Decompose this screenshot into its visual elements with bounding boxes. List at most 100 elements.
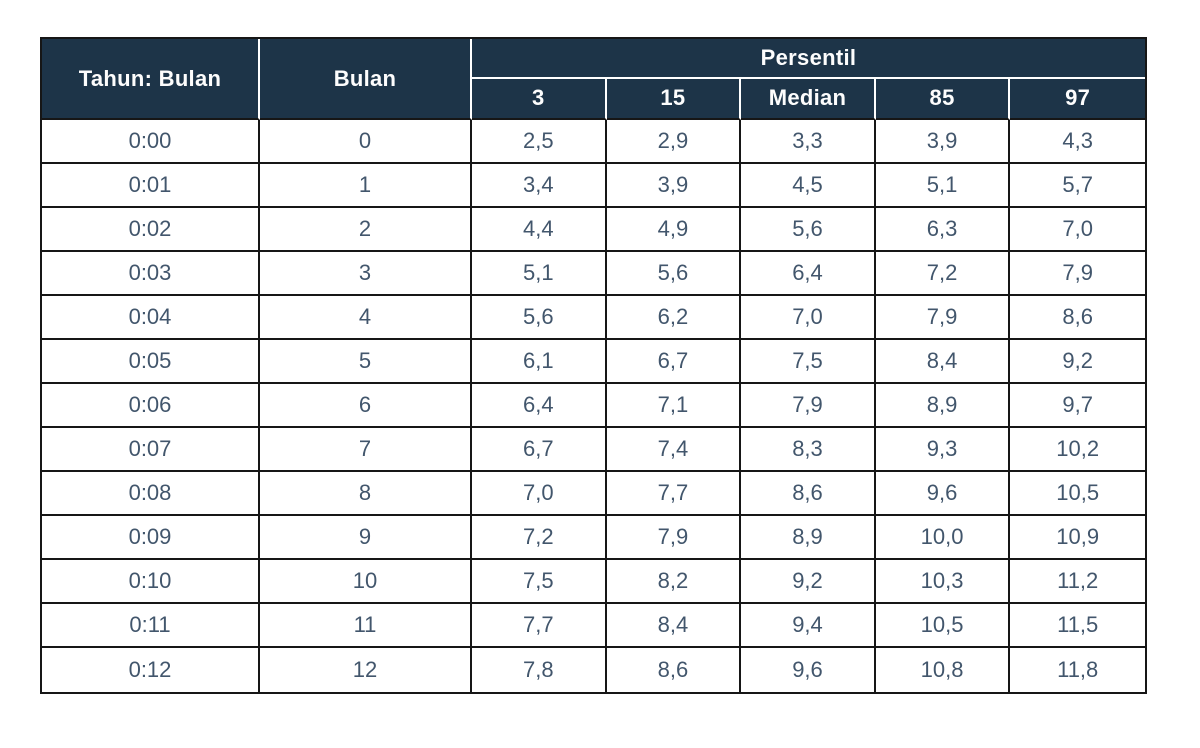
- cell-p3: 7,0: [472, 472, 607, 516]
- cell-p15: 3,9: [606, 164, 742, 208]
- cell-year-month: 0:00: [42, 120, 260, 164]
- cell-month: 11: [260, 604, 472, 648]
- cell-median: 8,9: [741, 516, 876, 560]
- cell-p85: 5,1: [875, 164, 1011, 208]
- cell-median: 8,3: [741, 428, 876, 472]
- cell-p85: 10,8: [875, 648, 1011, 692]
- table-header: Tahun: Bulan Bulan Persentil 3 15 Median…: [42, 39, 1145, 120]
- header-row-percentiles: 3 15 Median 85 97: [42, 78, 1145, 120]
- cell-p97: 8,6: [1010, 296, 1145, 340]
- cell-month: 2: [260, 208, 472, 252]
- cell-p15: 6,7: [606, 340, 742, 384]
- cell-p3: 7,8: [472, 648, 607, 692]
- col-header-year-month: Tahun: Bulan: [42, 39, 260, 120]
- cell-p3: 6,4: [472, 384, 607, 428]
- cell-p97: 9,2: [1010, 340, 1145, 384]
- cell-p97: 7,9: [1010, 252, 1145, 296]
- cell-p97: 11,2: [1010, 560, 1145, 604]
- cell-month: 7: [260, 428, 472, 472]
- table-row: 0:00 0 2,5 2,9 3,3 3,9 4,3: [42, 120, 1145, 164]
- cell-p3: 4,4: [472, 208, 607, 252]
- cell-year-month: 0:04: [42, 296, 260, 340]
- cell-p3: 5,1: [472, 252, 607, 296]
- header-row-top: Tahun: Bulan Bulan Persentil: [42, 39, 1145, 120]
- col-header-p3: 3: [472, 78, 607, 120]
- cell-p85: 6,3: [875, 208, 1011, 252]
- cell-month: 4: [260, 296, 472, 340]
- cell-p85: 7,2: [875, 252, 1011, 296]
- cell-p15: 7,7: [606, 472, 742, 516]
- cell-p85: 8,9: [875, 384, 1011, 428]
- cell-p97: 5,7: [1010, 164, 1145, 208]
- table-row: 0:05 5 6,1 6,7 7,5 8,4 9,2: [42, 340, 1145, 384]
- cell-month: 8: [260, 472, 472, 516]
- cell-p3: 6,7: [472, 428, 607, 472]
- cell-p97: 10,9: [1010, 516, 1145, 560]
- cell-p15: 2,9: [606, 120, 742, 164]
- table-row: 0:07 7 6,7 7,4 8,3 9,3 10,2: [42, 428, 1145, 472]
- table-row: 0:02 2 4,4 4,9 5,6 6,3 7,0: [42, 208, 1145, 252]
- cell-month: 0: [260, 120, 472, 164]
- cell-p15: 8,6: [606, 648, 742, 692]
- cell-median: 6,4: [741, 252, 876, 296]
- cell-year-month: 0:03: [42, 252, 260, 296]
- table-row: 0:01 1 3,4 3,9 4,5 5,1 5,7: [42, 164, 1145, 208]
- table-row: 0:04 4 5,6 6,2 7,0 7,9 8,6: [42, 296, 1145, 340]
- cell-p15: 7,9: [606, 516, 742, 560]
- table-row: 0:03 3 5,1 5,6 6,4 7,2 7,9: [42, 252, 1145, 296]
- cell-p85: 9,3: [875, 428, 1011, 472]
- cell-year-month: 0:05: [42, 340, 260, 384]
- cell-median: 4,5: [741, 164, 876, 208]
- cell-median: 3,3: [741, 120, 876, 164]
- cell-year-month: 0:07: [42, 428, 260, 472]
- cell-year-month: 0:09: [42, 516, 260, 560]
- cell-p15: 7,4: [606, 428, 742, 472]
- cell-p85: 8,4: [875, 340, 1011, 384]
- table-row: 0:12 12 7,8 8,6 9,6 10,8 11,8: [42, 648, 1145, 692]
- cell-p97: 4,3: [1010, 120, 1145, 164]
- cell-median: 9,2: [741, 560, 876, 604]
- cell-month: 1: [260, 164, 472, 208]
- cell-p97: 10,2: [1010, 428, 1145, 472]
- cell-year-month: 0:12: [42, 648, 260, 692]
- cell-p97: 9,7: [1010, 384, 1145, 428]
- table-body: 0:00 0 2,5 2,9 3,3 3,9 4,3 0:01 1 3,4 3,9 4,5 5,1 5,7…: [42, 120, 1145, 692]
- col-header-percentile-group: Persentil: [472, 39, 1145, 79]
- cell-p15: 7,1: [606, 384, 742, 428]
- cell-p3: 6,1: [472, 340, 607, 384]
- cell-median: 7,0: [741, 296, 876, 340]
- col-header-p15: 15: [606, 78, 742, 120]
- cell-p3: 7,7: [472, 604, 607, 648]
- cell-p15: 6,2: [606, 296, 742, 340]
- cell-year-month: 0:10: [42, 560, 260, 604]
- cell-p85: 10,3: [875, 560, 1011, 604]
- cell-median: 7,5: [741, 340, 876, 384]
- cell-year-month: 0:06: [42, 384, 260, 428]
- cell-p97: 7,0: [1010, 208, 1145, 252]
- cell-median: 9,4: [741, 604, 876, 648]
- cell-p15: 8,2: [606, 560, 742, 604]
- cell-p15: 8,4: [606, 604, 742, 648]
- cell-median: 5,6: [741, 208, 876, 252]
- cell-month: 6: [260, 384, 472, 428]
- cell-p85: 10,0: [875, 516, 1011, 560]
- cell-p3: 3,4: [472, 164, 607, 208]
- cell-p3: 7,2: [472, 516, 607, 560]
- cell-p97: 10,5: [1010, 472, 1145, 516]
- col-header-median: Median: [741, 78, 876, 120]
- cell-year-month: 0:08: [42, 472, 260, 516]
- cell-p85: 10,5: [875, 604, 1011, 648]
- percentile-table: Tahun: Bulan Bulan Persentil 3 15 Median…: [40, 37, 1147, 694]
- cell-month: 10: [260, 560, 472, 604]
- cell-median: 9,6: [741, 648, 876, 692]
- cell-year-month: 0:01: [42, 164, 260, 208]
- table-row: 0:11 11 7,7 8,4 9,4 10,5 11,5: [42, 604, 1145, 648]
- col-header-p97: 97: [1010, 78, 1145, 120]
- cell-p97: 11,5: [1010, 604, 1145, 648]
- table-row: 0:06 6 6,4 7,1 7,9 8,9 9,7: [42, 384, 1145, 428]
- cell-p85: 7,9: [875, 296, 1011, 340]
- cell-month: 3: [260, 252, 472, 296]
- cell-p85: 9,6: [875, 472, 1011, 516]
- cell-p3: 7,5: [472, 560, 607, 604]
